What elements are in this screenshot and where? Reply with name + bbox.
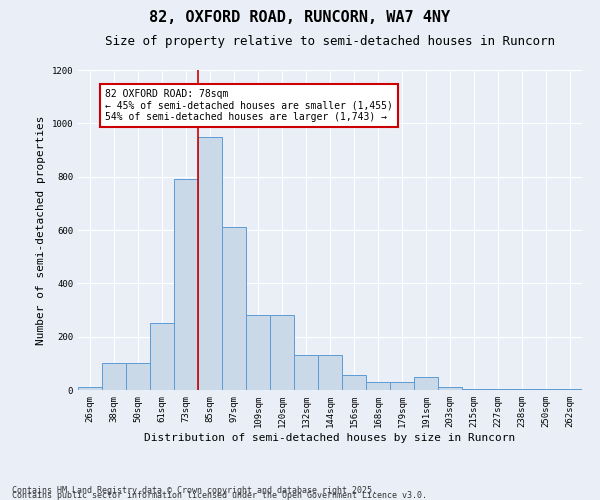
- Text: Contains public sector information licensed under the Open Government Licence v3: Contains public sector information licen…: [12, 491, 427, 500]
- Bar: [558, 388, 582, 390]
- Bar: [318, 356, 342, 390]
- Bar: [390, 382, 414, 390]
- Text: 82 OXFORD ROAD: 78sqm
← 45% of semi-detached houses are smaller (1,455)
54% of s: 82 OXFORD ROAD: 78sqm ← 45% of semi-deta…: [105, 88, 393, 122]
- Bar: [150, 324, 174, 390]
- Text: 82, OXFORD ROAD, RUNCORN, WA7 4NY: 82, OXFORD ROAD, RUNCORN, WA7 4NY: [149, 10, 451, 25]
- Bar: [414, 376, 438, 390]
- Bar: [342, 376, 366, 390]
- Bar: [222, 228, 246, 390]
- Bar: [462, 388, 486, 390]
- Bar: [270, 316, 294, 390]
- Bar: [102, 364, 126, 390]
- Title: Size of property relative to semi-detached houses in Runcorn: Size of property relative to semi-detach…: [105, 35, 555, 48]
- Bar: [198, 136, 222, 390]
- Y-axis label: Number of semi-detached properties: Number of semi-detached properties: [36, 116, 46, 345]
- Bar: [174, 180, 198, 390]
- Bar: [534, 388, 558, 390]
- Bar: [294, 356, 318, 390]
- Bar: [486, 388, 510, 390]
- Bar: [246, 316, 270, 390]
- X-axis label: Distribution of semi-detached houses by size in Runcorn: Distribution of semi-detached houses by …: [145, 432, 515, 442]
- Bar: [510, 388, 534, 390]
- Bar: [78, 388, 102, 390]
- Text: Contains HM Land Registry data © Crown copyright and database right 2025.: Contains HM Land Registry data © Crown c…: [12, 486, 377, 495]
- Bar: [438, 388, 462, 390]
- Bar: [366, 382, 390, 390]
- Bar: [126, 364, 150, 390]
